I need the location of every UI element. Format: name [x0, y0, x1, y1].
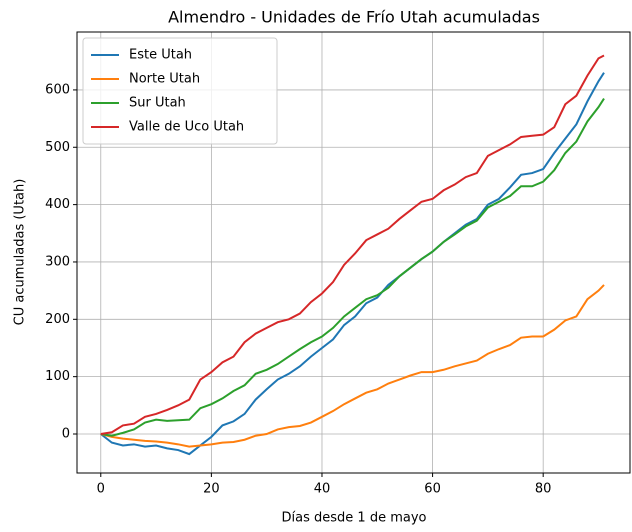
- y-tick-label: 500: [45, 140, 70, 155]
- legend-label: Sur Utah: [129, 96, 186, 111]
- series-line: [100, 97, 605, 437]
- x-tick-label: 40: [314, 482, 331, 497]
- x-tick-label: 20: [203, 482, 220, 497]
- x-tick-label: 80: [535, 482, 552, 497]
- chart-title: Almendro - Unidades de Frío Utah acumula…: [168, 8, 540, 27]
- series-line: [100, 284, 605, 448]
- x-tick-label: 60: [424, 482, 441, 497]
- y-tick-label: 300: [45, 254, 70, 269]
- y-tick-label: 100: [45, 369, 70, 384]
- series-line: [100, 72, 605, 456]
- y-tick-label: 400: [45, 197, 70, 212]
- y-tick-label: 600: [45, 82, 70, 97]
- x-axis-label: Días desde 1 de mayo: [282, 511, 427, 526]
- series-line: [100, 54, 605, 435]
- legend-label: Norte Utah: [129, 72, 200, 87]
- legend-label: Valle de Uco Utah: [129, 120, 244, 135]
- legend-box: [82, 37, 278, 145]
- y-tick-label: 200: [45, 312, 70, 327]
- plot-frame: [76, 31, 631, 474]
- y-tick-label: 0: [62, 427, 70, 442]
- legend-label: Este Utah: [129, 48, 192, 63]
- y-axis-label: CU acumuladas (Utah): [13, 179, 28, 326]
- x-tick-label: 0: [97, 482, 105, 497]
